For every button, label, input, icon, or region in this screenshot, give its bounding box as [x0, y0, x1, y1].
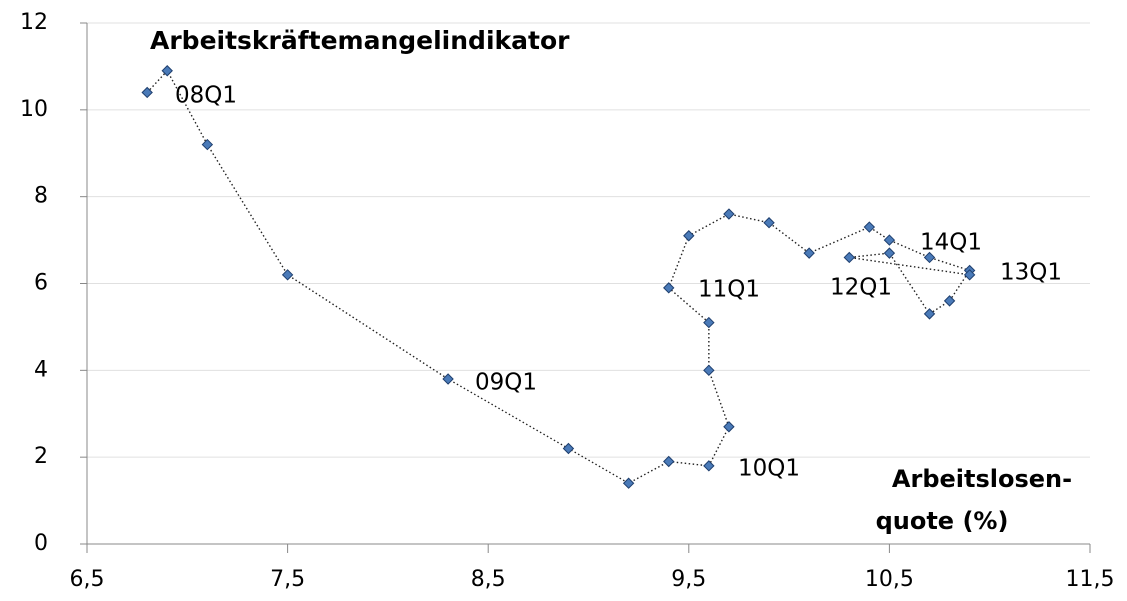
point	[883, 234, 896, 246]
x-tick-label: 6,5	[70, 567, 105, 592]
point	[963, 269, 976, 281]
point	[883, 247, 896, 259]
annotation: 13Q1	[1000, 260, 1062, 286]
point	[663, 282, 675, 294]
point	[161, 65, 173, 77]
y-tick-label: 10	[20, 97, 48, 122]
x-tick-label: 9,5	[671, 567, 706, 592]
point	[663, 455, 675, 468]
point	[562, 442, 575, 455]
x-tick-label: 11,5	[1066, 567, 1115, 592]
x-axis-label: quote (%)	[876, 507, 1009, 535]
x-tick-label: 8,5	[471, 567, 506, 592]
point	[943, 295, 956, 307]
point	[723, 208, 735, 220]
point	[723, 421, 735, 433]
chart-title: Arbeitskräftemangelindikator	[150, 26, 570, 55]
x-tick-label: 10,5	[865, 567, 914, 592]
y-tick-label: 12	[20, 10, 48, 35]
y-tick-label: 6	[34, 271, 48, 296]
y-tick-label: 2	[34, 444, 48, 469]
annotation: 14Q1	[920, 230, 982, 256]
annotation: 11Q1	[698, 277, 760, 303]
point	[703, 460, 715, 472]
point	[141, 86, 153, 99]
point	[683, 230, 695, 242]
y-tick-label: 0	[34, 531, 48, 556]
y-tick-label: 4	[34, 357, 48, 382]
point	[201, 138, 214, 151]
x-tick-label: 7,5	[270, 567, 305, 592]
x-axis-label: Arbeitslosen-	[892, 465, 1072, 493]
annotation: 12Q1	[830, 275, 892, 301]
point	[923, 251, 936, 264]
point	[703, 316, 715, 329]
point	[622, 477, 635, 489]
point	[803, 247, 815, 259]
connector-line	[146, 69, 971, 485]
point	[763, 217, 775, 229]
annotation: 08Q1	[175, 83, 237, 109]
annotation: 10Q1	[738, 456, 800, 482]
point	[863, 221, 876, 233]
y-tick-label: 8	[34, 184, 48, 209]
point	[843, 251, 855, 264]
point	[923, 308, 936, 320]
point	[703, 364, 715, 377]
annotation: 09Q1	[475, 370, 537, 396]
point	[442, 373, 454, 385]
point	[281, 269, 294, 281]
